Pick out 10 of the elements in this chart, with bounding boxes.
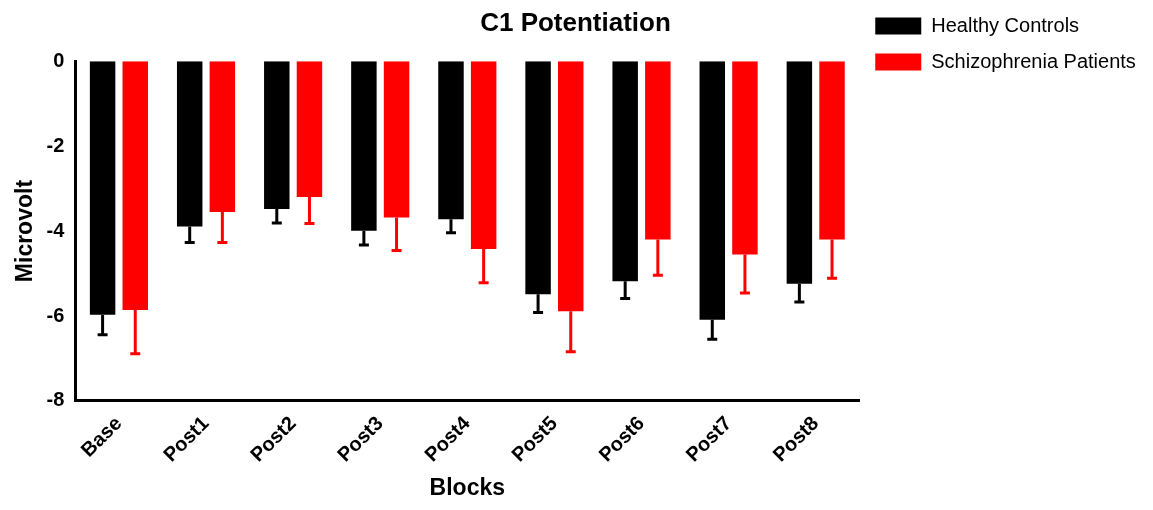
y-tick-label: -4 (46, 218, 66, 241)
chart-title: C1 Potentiation (480, 6, 671, 37)
legend-label: Healthy Controls (931, 13, 1080, 36)
y-tick-label: -6 (46, 303, 65, 326)
y-tick-label: 0 (53, 48, 65, 71)
y-tick-label: -2 (46, 133, 65, 156)
x-axis-title: Blocks (429, 473, 506, 500)
y-axis-title: Microvolt (11, 179, 38, 283)
legend-label: Schizophrenia Patients (931, 49, 1136, 72)
y-tick-label: -8 (46, 388, 65, 411)
